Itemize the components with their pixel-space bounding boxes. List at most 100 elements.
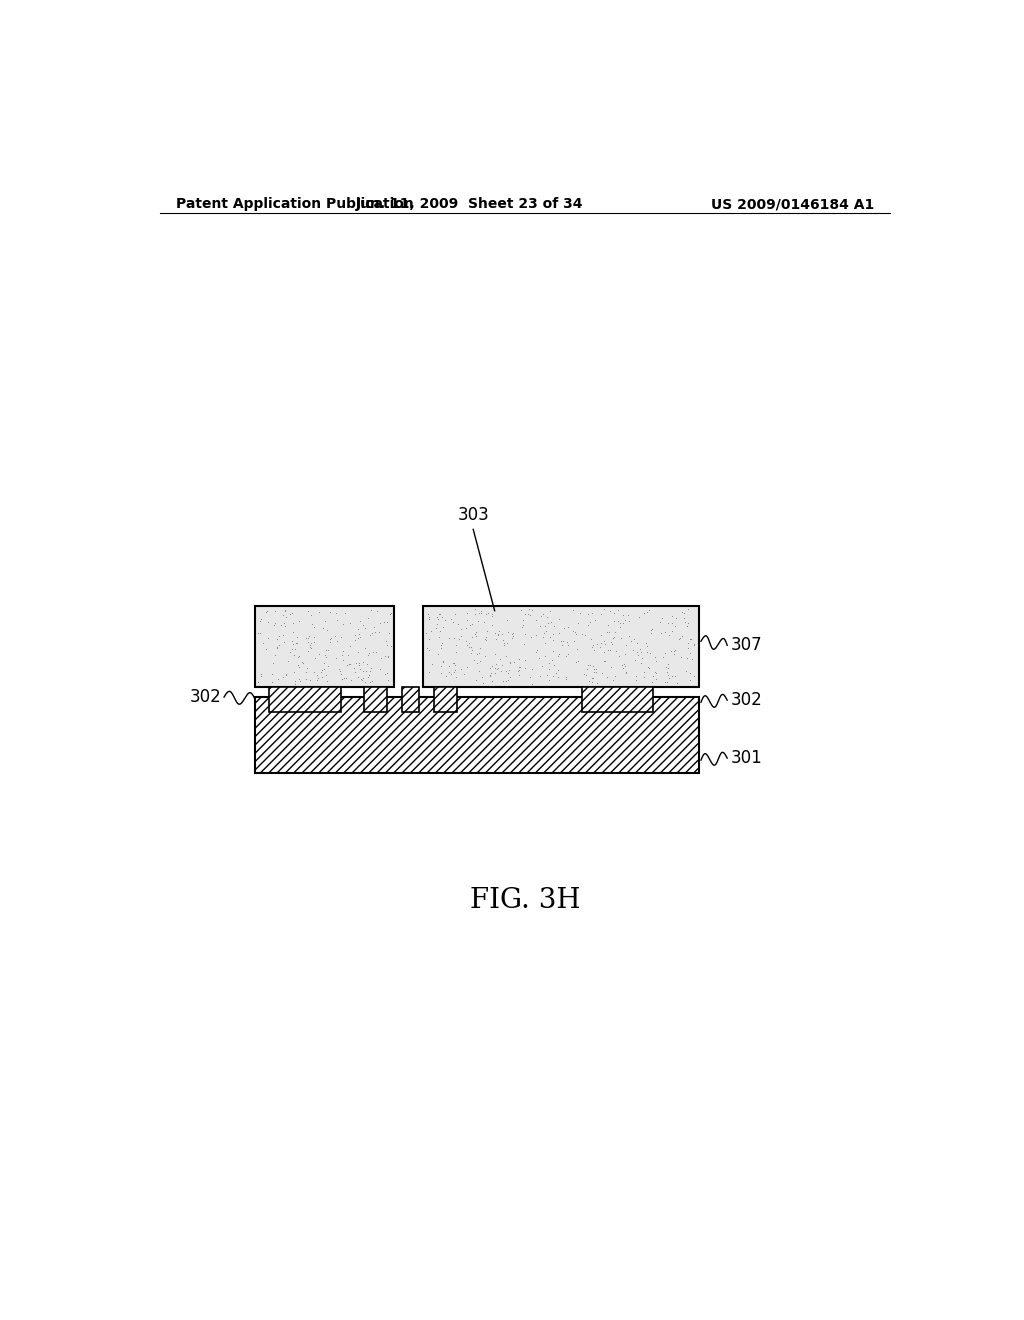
Point <box>290 655 306 676</box>
Point <box>291 645 307 667</box>
Point <box>651 611 668 632</box>
Point <box>531 648 548 669</box>
Point <box>466 649 482 671</box>
Point <box>505 622 521 643</box>
Point <box>555 630 571 651</box>
Point <box>276 612 293 634</box>
Point <box>377 645 393 667</box>
Point <box>275 631 292 652</box>
Point <box>284 630 300 651</box>
Point <box>257 602 273 623</box>
Point <box>440 661 457 682</box>
Point <box>338 667 354 688</box>
Point <box>666 640 682 661</box>
Point <box>334 644 350 665</box>
Point <box>357 638 374 659</box>
Point <box>498 660 514 681</box>
Point <box>423 620 439 642</box>
Point <box>499 632 515 653</box>
Point <box>310 602 327 623</box>
Point <box>523 659 540 680</box>
Point <box>626 628 642 649</box>
Point <box>679 647 695 668</box>
Point <box>653 607 670 628</box>
Point <box>361 624 378 645</box>
Point <box>536 623 552 644</box>
Point <box>679 615 695 636</box>
Point <box>287 661 303 682</box>
Point <box>301 636 317 657</box>
Point <box>579 659 595 680</box>
Point <box>616 609 633 630</box>
Point <box>657 657 674 678</box>
Point <box>679 615 695 636</box>
Point <box>516 634 532 655</box>
Point <box>451 628 467 649</box>
Point <box>539 607 555 628</box>
Point <box>559 632 575 653</box>
Point <box>332 660 348 681</box>
Point <box>467 623 483 644</box>
Point <box>589 634 605 655</box>
Point <box>323 628 339 649</box>
Point <box>346 661 362 682</box>
Point <box>379 663 395 684</box>
Point <box>495 671 511 692</box>
Point <box>316 652 333 673</box>
Point <box>489 624 506 645</box>
Point <box>528 610 545 631</box>
Point <box>483 656 500 677</box>
Point <box>306 631 323 652</box>
Point <box>659 657 676 678</box>
Point <box>481 664 498 685</box>
Point <box>468 626 484 647</box>
Point <box>269 628 286 649</box>
Point <box>310 668 327 689</box>
Point <box>352 659 369 680</box>
Point <box>382 603 398 624</box>
Point <box>303 632 319 653</box>
Point <box>428 618 444 639</box>
Point <box>351 653 368 675</box>
Point <box>498 645 514 667</box>
Point <box>444 611 461 632</box>
Point <box>317 611 334 632</box>
Point <box>288 632 304 653</box>
Point <box>515 614 531 635</box>
Point <box>442 664 459 685</box>
Point <box>566 630 583 651</box>
Point <box>381 623 397 644</box>
Point <box>648 663 665 684</box>
Point <box>317 640 334 661</box>
Point <box>289 632 305 653</box>
Point <box>544 649 560 671</box>
Point <box>470 642 486 663</box>
Point <box>615 605 632 626</box>
Point <box>317 664 334 685</box>
Point <box>616 655 633 676</box>
Point <box>285 612 301 634</box>
Point <box>660 668 677 689</box>
Point <box>377 664 393 685</box>
Point <box>642 619 658 640</box>
Point <box>447 635 464 656</box>
Point <box>298 657 314 678</box>
Point <box>565 599 582 620</box>
Point <box>548 663 564 684</box>
Point <box>593 624 609 645</box>
Point <box>483 663 500 684</box>
Point <box>480 602 497 623</box>
Point <box>611 645 628 667</box>
Point <box>450 614 466 635</box>
Point <box>479 620 496 642</box>
Point <box>676 607 692 628</box>
Point <box>617 661 634 682</box>
Point <box>569 639 586 660</box>
Point <box>298 668 314 689</box>
Point <box>474 667 490 688</box>
Point <box>467 598 483 619</box>
Point <box>514 616 530 638</box>
Point <box>638 632 654 653</box>
Point <box>680 638 696 659</box>
Point <box>354 660 371 681</box>
